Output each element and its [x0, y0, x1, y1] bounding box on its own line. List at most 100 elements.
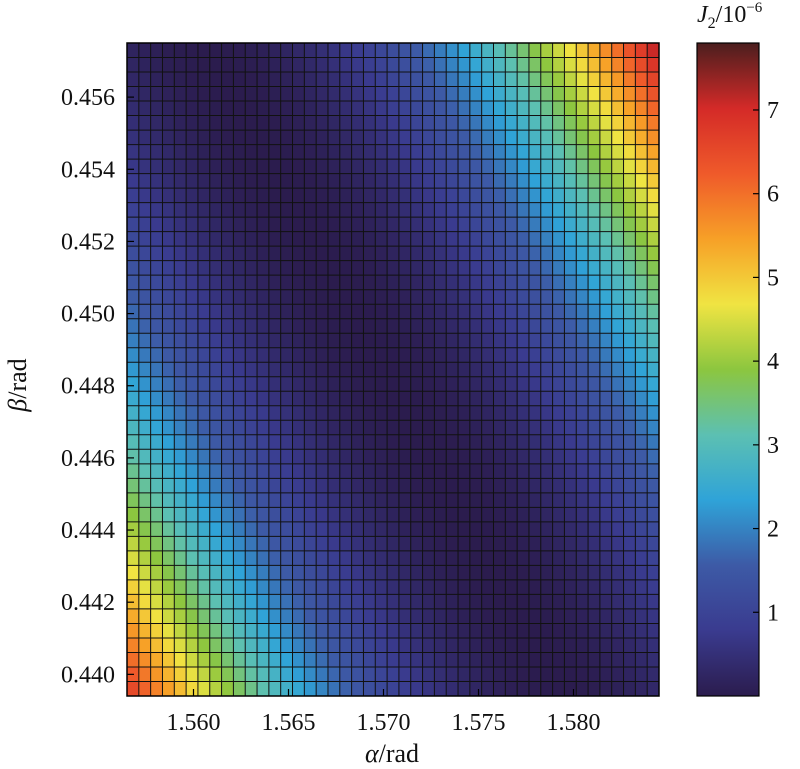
heatmap-cell	[292, 144, 305, 160]
heatmap-cell	[327, 652, 341, 668]
heatmap-cell	[268, 130, 281, 145]
heatmap-cell	[517, 72, 530, 87]
heatmap-cell	[257, 115, 270, 131]
heatmap-cell	[292, 492, 305, 508]
heatmap-cell	[363, 57, 376, 73]
heatmap-cell	[647, 289, 660, 305]
heatmap-cell	[387, 72, 400, 87]
heatmap-cell	[150, 115, 163, 131]
heatmap-cell	[540, 159, 553, 174]
heatmap-cell	[623, 289, 636, 305]
heatmap-cell	[127, 43, 140, 58]
y-axis: 0.4400.4420.4440.4460.4480.4500.4520.454…	[61, 85, 134, 688]
heatmap-cell	[150, 637, 163, 653]
heatmap-cell	[327, 115, 341, 131]
heatmap-cell	[635, 391, 648, 407]
heatmap-cell	[387, 159, 400, 174]
heatmap-cell	[469, 72, 482, 87]
heatmap-cell	[280, 550, 293, 566]
heatmap-cell	[363, 275, 376, 290]
heatmap-cell	[327, 579, 341, 595]
heatmap-cell	[588, 217, 601, 232]
heatmap-cell	[316, 318, 329, 334]
heatmap-cell	[257, 217, 270, 232]
heatmap-cell	[375, 347, 388, 363]
heatmap-cell	[635, 507, 648, 523]
heatmap-cell	[150, 202, 163, 218]
heatmap-cell	[127, 115, 140, 131]
heatmap-cell	[304, 376, 317, 392]
heatmap-cell	[434, 260, 447, 276]
heatmap-cell	[505, 289, 518, 305]
heatmap-cell	[564, 550, 577, 566]
heatmap-cell	[138, 260, 151, 276]
heatmap-cell	[564, 101, 577, 116]
heatmap-cell	[245, 608, 258, 624]
heatmap-cell	[469, 652, 482, 668]
heatmap-cell	[493, 608, 506, 624]
heatmap-cell	[540, 681, 553, 697]
heatmap-cell	[304, 101, 317, 116]
heatmap-cell	[635, 217, 648, 232]
heatmap-cell	[540, 57, 553, 73]
heatmap-cell	[611, 202, 624, 218]
heatmap-cell	[363, 608, 376, 624]
heatmap-cell	[446, 115, 459, 131]
heatmap-cell	[339, 275, 352, 290]
heatmap-cell	[339, 173, 352, 189]
heatmap-cell	[304, 130, 317, 145]
heatmap-cell	[576, 536, 589, 552]
heatmap-cell	[127, 333, 140, 349]
heatmap-cell	[174, 289, 187, 305]
heatmap-cell	[493, 347, 506, 363]
heatmap-cell	[434, 637, 447, 653]
heatmap-cell	[351, 434, 364, 450]
heatmap-cell	[588, 652, 601, 668]
heatmap-cell	[469, 260, 482, 276]
heatmap-cell	[398, 101, 412, 116]
heatmap-cell	[398, 637, 412, 653]
heatmap-cell	[245, 434, 258, 450]
heatmap-cell	[434, 623, 447, 639]
heatmap-cell	[268, 304, 281, 320]
heatmap-cell	[564, 289, 577, 305]
heatmap-cell	[458, 86, 471, 102]
heatmap-cell	[127, 565, 140, 581]
heatmap-cell	[458, 521, 471, 537]
heatmap-cell	[174, 405, 187, 421]
heatmap-cell	[292, 521, 305, 537]
heatmap-cell	[245, 347, 258, 363]
heatmap-cell	[363, 463, 376, 479]
heatmap-cell	[292, 202, 305, 218]
heatmap-cell	[611, 43, 624, 58]
heatmap-cell	[150, 72, 163, 87]
heatmap-cell	[209, 260, 222, 276]
heatmap-cell	[162, 173, 175, 189]
heatmap-cell	[387, 347, 400, 363]
heatmap-cell	[623, 188, 636, 203]
heatmap-cell	[304, 420, 317, 436]
heatmap-cell	[221, 275, 234, 290]
heatmap-cell	[186, 478, 199, 494]
heatmap-cell	[422, 594, 435, 610]
heatmap-cell	[327, 318, 341, 334]
heatmap-cell	[186, 115, 199, 131]
heatmap-cell	[375, 594, 388, 610]
heatmap-cell	[221, 391, 234, 407]
heatmap-cell	[316, 43, 329, 58]
heatmap-cell	[233, 521, 246, 537]
heatmap-cell	[458, 492, 471, 508]
heatmap-cell	[611, 289, 624, 305]
heatmap-cell	[292, 579, 305, 595]
heatmap-cell	[647, 463, 660, 479]
heatmap-cell	[623, 304, 636, 320]
heatmap-cell	[493, 565, 506, 581]
heatmap-cell	[174, 304, 187, 320]
heatmap-cell	[387, 507, 400, 523]
heatmap-cell	[410, 202, 423, 218]
heatmap-cell	[528, 463, 542, 479]
heatmap-cell	[611, 536, 624, 552]
heatmap-cell	[410, 144, 423, 160]
heatmap-cell	[280, 202, 293, 218]
heatmap-cell	[363, 579, 376, 595]
